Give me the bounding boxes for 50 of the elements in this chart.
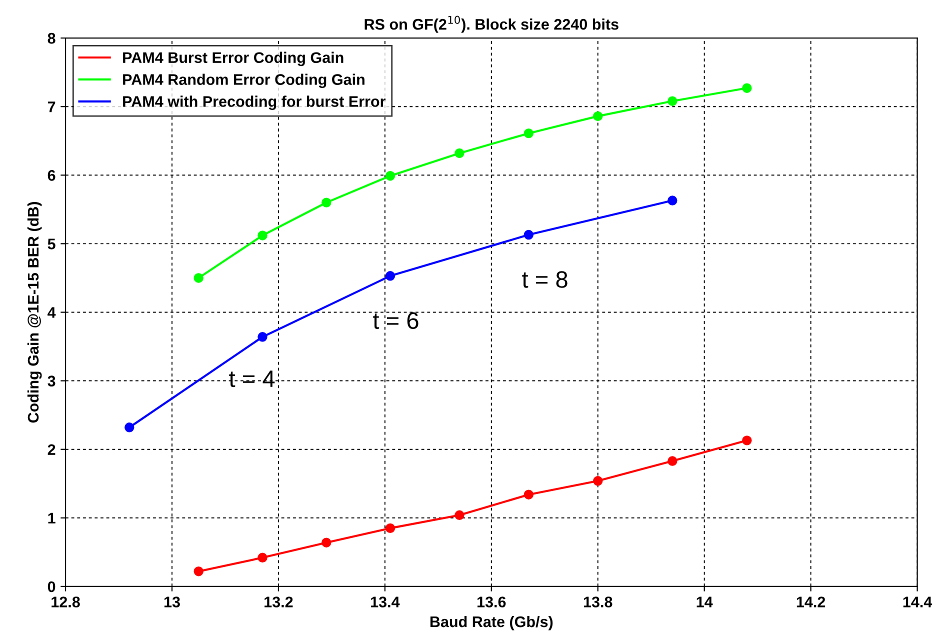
point <box>668 196 678 206</box>
legend-label: PAM4 with Precoding for burst Error <box>123 96 386 110</box>
y-tick-label: 7 <box>48 102 56 112</box>
x-tick-label: 13.6 <box>477 596 506 608</box>
point <box>322 538 332 548</box>
y-tick-label: 1 <box>48 512 56 524</box>
point <box>668 96 678 106</box>
point <box>258 230 268 240</box>
point <box>742 436 752 446</box>
point <box>385 523 396 534</box>
point <box>454 148 464 158</box>
x-axis-title: Baud Rate (Gb/s) <box>430 616 553 630</box>
point <box>524 490 534 500</box>
point <box>258 332 268 342</box>
point <box>124 422 134 432</box>
y-tick-label: 3 <box>48 376 56 387</box>
x-tick-label: 13 <box>164 596 180 608</box>
legend-label: PAM4 Random Error Coding Gain <box>123 74 364 88</box>
point <box>385 170 396 181</box>
annotation: t = 8 <box>522 271 568 288</box>
point <box>668 456 678 466</box>
point <box>593 476 603 486</box>
x-tick-label: 13.4 <box>371 596 400 608</box>
point <box>524 230 534 240</box>
annotation: t = 6 <box>373 312 418 330</box>
y-tick-label: 8 <box>48 32 56 44</box>
x-tick-label: 14 <box>696 596 713 608</box>
x-tick-label: 12.8 <box>52 596 80 608</box>
x-tick-label: 14.2 <box>796 596 826 608</box>
y-tick-label: 2 <box>48 444 56 455</box>
annotation: t = 4 <box>229 370 275 388</box>
x-tick-label: 14.4 <box>903 596 932 608</box>
point <box>194 273 204 283</box>
point <box>524 128 534 138</box>
point <box>454 510 464 520</box>
y-axis-title: Coding Gain @1E-15 BER (dB) <box>27 202 42 423</box>
point <box>742 83 752 93</box>
chart-title: RS on GF(2$^{10}$). Block size 2240 bits <box>364 16 618 33</box>
y-tick-label: 0 <box>48 581 56 592</box>
point <box>593 111 603 122</box>
y-tick-label: 4 <box>48 307 56 318</box>
point <box>258 552 268 563</box>
point <box>194 566 204 576</box>
y-tick-label: 6 <box>48 170 56 181</box>
point <box>322 198 332 208</box>
point <box>385 271 396 281</box>
y-tick-label: 5 <box>48 238 56 250</box>
legend-label: PAM4 Burst Error Coding Gain <box>123 52 344 66</box>
x-tick-label: 13.2 <box>264 596 293 608</box>
x-tick-label: 13.8 <box>584 596 612 608</box>
